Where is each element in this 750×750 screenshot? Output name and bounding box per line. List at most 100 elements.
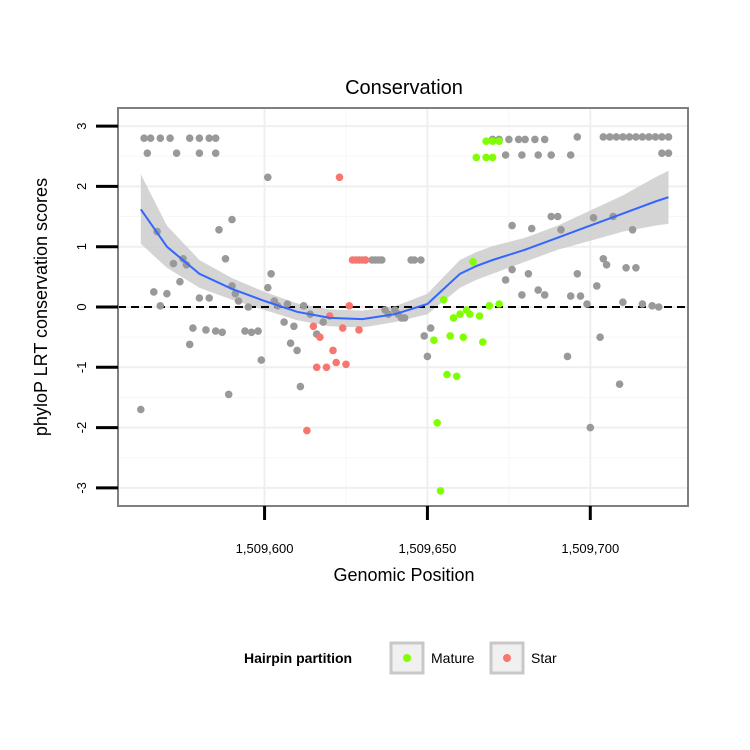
data-point-other xyxy=(654,303,663,311)
data-point-star xyxy=(361,256,370,264)
x-tick-label: 1,509,650 xyxy=(399,541,457,556)
data-point-mature xyxy=(436,487,445,495)
data-point-other xyxy=(576,292,585,300)
data-point-other xyxy=(658,133,666,141)
data-point-other xyxy=(146,134,155,142)
data-point-other xyxy=(547,151,555,159)
data-point-other xyxy=(280,318,288,326)
data-point-other xyxy=(378,256,386,264)
data-point-mature xyxy=(430,336,438,345)
data-point-other xyxy=(185,340,194,349)
data-point-star xyxy=(355,326,363,334)
legend-title: Hairpin partition xyxy=(244,650,352,666)
data-point-other xyxy=(518,291,526,299)
y-tick-label: 2 xyxy=(74,183,89,190)
data-point-other xyxy=(664,149,673,157)
data-point-other xyxy=(573,133,582,141)
data-point-other xyxy=(664,133,673,141)
data-point-other xyxy=(195,294,204,302)
data-point-star xyxy=(329,346,337,355)
data-point-other xyxy=(166,134,174,142)
data-point-mature xyxy=(449,314,458,322)
data-point-star xyxy=(342,360,350,369)
data-point-other xyxy=(169,259,178,268)
data-point-mature xyxy=(459,333,468,342)
data-point-other xyxy=(286,339,295,348)
data-point-mature xyxy=(466,310,474,319)
data-point-mature xyxy=(475,312,484,320)
data-point-mature xyxy=(446,332,455,340)
legend-label-star: Star xyxy=(531,650,557,666)
data-point-other xyxy=(599,133,608,141)
data-point-other xyxy=(615,380,624,389)
data-point-mature xyxy=(433,419,442,427)
data-point-other xyxy=(176,277,184,286)
data-point-star xyxy=(316,333,324,342)
data-point-other xyxy=(156,302,165,310)
data-point-mature xyxy=(485,302,494,310)
data-point-other xyxy=(221,254,230,263)
data-point-other xyxy=(632,133,640,141)
data-point-other xyxy=(211,134,220,142)
chart-title: Conservation xyxy=(345,77,463,99)
data-point-other xyxy=(599,254,608,263)
data-point-other xyxy=(244,303,253,311)
data-point-star xyxy=(332,358,341,367)
data-point-other xyxy=(400,314,409,322)
data-point-star xyxy=(338,324,347,332)
y-tick-label: 1 xyxy=(74,243,89,250)
data-point-mature xyxy=(488,137,497,145)
y-tick-label: -3 xyxy=(74,482,89,494)
data-point-other xyxy=(625,133,634,141)
plot-area xyxy=(117,107,689,507)
data-point-other xyxy=(658,149,666,157)
data-point-other xyxy=(264,173,272,182)
y-axis: -3 -2 -1 0 1 2 3 xyxy=(74,122,118,494)
legend-dot-mature xyxy=(403,654,411,662)
data-point-other xyxy=(602,261,611,269)
data-point-other xyxy=(606,133,614,141)
data-point-mature xyxy=(482,137,490,145)
data-point-other xyxy=(619,133,627,141)
data-point-other xyxy=(648,302,656,310)
data-point-other xyxy=(140,134,148,142)
data-point-mature xyxy=(488,153,497,162)
data-point-other xyxy=(632,264,640,272)
data-point-other xyxy=(540,135,549,144)
data-point-other xyxy=(417,256,425,264)
y-axis-title: phyloP LRT conservation scores xyxy=(31,178,51,436)
data-points xyxy=(137,133,673,495)
data-point-other xyxy=(628,226,637,234)
data-point-other xyxy=(215,226,223,234)
data-point-other xyxy=(218,328,226,337)
data-point-other xyxy=(189,324,197,332)
data-point-other xyxy=(172,149,181,157)
data-point-other xyxy=(228,215,236,224)
data-point-other xyxy=(293,346,301,355)
data-point-other xyxy=(612,133,621,141)
legend-label-mature: Mature xyxy=(431,650,475,666)
data-point-other xyxy=(150,288,158,296)
data-point-other xyxy=(202,326,210,334)
x-tick-label: 1,509,600 xyxy=(236,541,294,556)
data-point-other xyxy=(505,135,513,144)
data-point-other xyxy=(264,283,272,292)
data-point-other xyxy=(319,318,328,326)
data-point-other xyxy=(247,328,256,337)
data-point-mature xyxy=(456,310,464,319)
data-point-other xyxy=(573,270,582,278)
data-point-other xyxy=(501,151,510,159)
data-point-other xyxy=(224,390,233,399)
x-tick-label: 1,509,700 xyxy=(561,541,619,556)
data-point-other xyxy=(257,356,266,364)
data-point-other xyxy=(534,286,542,294)
data-point-other xyxy=(547,212,555,221)
x-axis: 1,509,600 1,509,650 1,509,700 xyxy=(236,506,619,556)
y-tick-label: -1 xyxy=(74,362,89,374)
data-point-other xyxy=(508,221,516,230)
data-point-other xyxy=(531,135,539,144)
data-point-star xyxy=(322,363,331,372)
data-point-other xyxy=(557,226,565,234)
data-point-star xyxy=(303,426,311,435)
data-point-other xyxy=(593,282,601,290)
